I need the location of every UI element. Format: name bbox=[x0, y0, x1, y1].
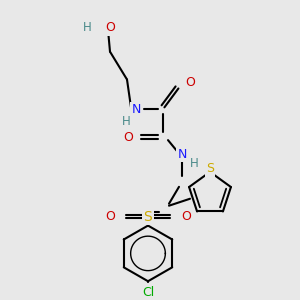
Text: N: N bbox=[177, 148, 187, 160]
Text: S: S bbox=[206, 162, 214, 176]
Text: H: H bbox=[190, 158, 198, 170]
Text: H: H bbox=[122, 115, 130, 128]
Text: O: O bbox=[105, 210, 115, 223]
Text: Cl: Cl bbox=[142, 286, 154, 299]
Text: O: O bbox=[181, 210, 191, 223]
Text: O: O bbox=[105, 21, 115, 34]
Text: O: O bbox=[123, 130, 133, 144]
Text: O: O bbox=[185, 76, 195, 89]
Text: N: N bbox=[131, 103, 141, 116]
Text: S: S bbox=[144, 210, 152, 224]
Text: H: H bbox=[83, 21, 92, 34]
